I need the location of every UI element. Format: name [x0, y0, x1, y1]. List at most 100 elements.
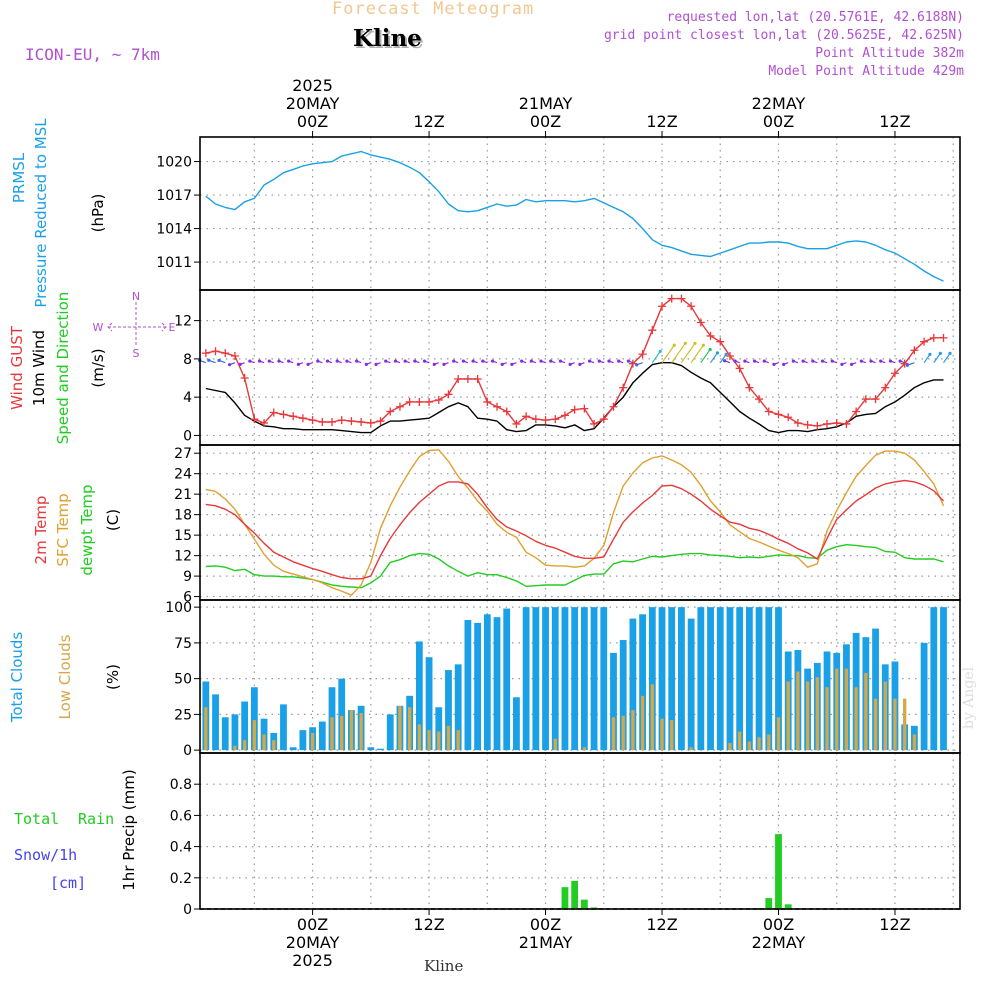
- wind-arrow-head: [658, 349, 662, 354]
- total-cloud-bar: [590, 607, 598, 751]
- wind-arrow-head: [617, 359, 621, 363]
- wind-arrow-head: [287, 359, 291, 363]
- ytick-label: 0.6: [170, 808, 192, 824]
- top-xtick-label: 12Z: [413, 112, 444, 131]
- bottom-xtick-label: 00Z: [297, 915, 328, 934]
- total-cloud-bar: [542, 607, 549, 751]
- wind-arrow-head: [257, 359, 262, 363]
- ytick-label: 9: [183, 569, 192, 585]
- ytick-label: 27: [174, 446, 192, 462]
- total-cloud-bar: [464, 620, 472, 751]
- wind-arrow-head: [374, 362, 378, 366]
- panels-layer: 1011 1014 1017 1020 0 4 8 12 6 9 12 15 18 21 24 27 0 25 50…: [8, 76, 961, 970]
- total-cloud-bar: [658, 607, 666, 751]
- precip-total-label: Total: [14, 810, 59, 828]
- gust-marker: [861, 395, 870, 404]
- wind-arrow-head: [393, 359, 398, 363]
- wind10m-line: [205, 362, 944, 434]
- wind-arrow-head: [905, 363, 909, 367]
- wind-arrow-head: [422, 359, 427, 363]
- low-cloud-bar: [854, 687, 858, 751]
- gust-marker: [813, 421, 822, 430]
- gust-marker: [512, 419, 521, 428]
- gust-marker: [716, 337, 725, 346]
- total-cloud-bar: [619, 640, 627, 751]
- pressure-grid: 1011 1014 1017 1020: [156, 137, 960, 290]
- wind-arrow-head: [227, 363, 232, 367]
- gust-marker: [444, 390, 453, 399]
- compass-s: S: [133, 347, 140, 360]
- gust-marker: [347, 417, 356, 426]
- wind-arrow-head: [442, 362, 446, 366]
- low-cloud-bar: [252, 720, 257, 751]
- gust-marker: [648, 326, 657, 335]
- gust-marker: [221, 349, 230, 358]
- wind-grid: 0 4 8 12: [174, 290, 960, 445]
- wind-arrow-head: [529, 359, 533, 363]
- compass-n: N: [132, 290, 140, 303]
- total-cloud-bar: [580, 607, 588, 751]
- pressure-label-1: PRMSL: [10, 152, 28, 203]
- ytick-label: 0: [183, 743, 192, 759]
- ytick-label: 15: [174, 528, 192, 544]
- gust-marker: [357, 418, 366, 427]
- pressure-line: [205, 150, 944, 282]
- low-cloud-bar: [893, 698, 897, 751]
- panel-bg-1: [200, 290, 960, 445]
- wind-arrow-head: [520, 359, 524, 363]
- total-cloud-bar: [668, 607, 676, 751]
- gust-marker: [560, 411, 569, 420]
- gust-marker: [522, 412, 531, 421]
- gridpoint-coords: grid point closest lon,lat (20.5625E, 42…: [603, 28, 964, 43]
- wind-arrow-head: [413, 359, 417, 363]
- gust-marker: [784, 413, 793, 422]
- gust-marker: [298, 414, 307, 423]
- gust-marker: [764, 407, 773, 416]
- dewpt-label: dewpt Temp: [78, 484, 96, 575]
- wind-arrow-head: [859, 359, 863, 363]
- low-cloud-bar: [912, 734, 917, 751]
- wind-direction-label: Speed and Direction: [54, 292, 72, 445]
- low-cloud-bar: [631, 710, 635, 751]
- wind-arrow-head: [403, 359, 407, 363]
- low-cloud-bar: [786, 681, 790, 751]
- rain-bar: [784, 904, 792, 909]
- total-cloud-bar: [454, 664, 462, 751]
- gust-marker: [823, 419, 832, 428]
- gust-marker: [386, 407, 395, 416]
- gust-marker: [260, 418, 269, 427]
- total-cloud-bar: [610, 652, 617, 751]
- model-label: ICON-EU, ~ 7km: [25, 45, 160, 64]
- gust-marker: [725, 352, 734, 361]
- low-cloud-bar: [660, 718, 664, 751]
- rain-bar: [775, 834, 782, 909]
- ytick-label: 12: [174, 549, 192, 565]
- gust-marker: [483, 397, 492, 406]
- gust-marker: [803, 420, 812, 429]
- wind-arrow-head: [782, 362, 786, 366]
- ytick-label: 0.4: [170, 840, 192, 856]
- wind-arrow-head: [801, 359, 805, 363]
- wind10m-label: 10m Wind: [30, 330, 48, 406]
- model-altitude: Model Point Altitude 429m: [768, 64, 964, 79]
- total-cloud-bar: [493, 617, 501, 751]
- wind-arrow-head: [683, 341, 687, 345]
- wind-arrow-head: [296, 362, 300, 366]
- wind-arrow-head: [635, 363, 639, 367]
- ytick-label: 24: [174, 467, 192, 483]
- total-cloud-bar: [532, 607, 540, 751]
- low-cloud-bar: [262, 734, 266, 751]
- panel-bg-0: [200, 137, 960, 290]
- low-cloud-bar: [805, 681, 810, 751]
- footer-location: Kline: [424, 957, 464, 975]
- total-cloud-bar: [338, 678, 346, 751]
- total-cloud-bar: [551, 607, 559, 751]
- ytick-label: 21: [174, 487, 192, 503]
- wind-arrow-head: [364, 362, 368, 366]
- wind-arrow-head: [724, 352, 728, 356]
- gust-marker: [366, 418, 375, 427]
- wind-arrow-head: [723, 359, 727, 363]
- low-cloud-bar: [747, 741, 752, 751]
- wind-arrow-head: [672, 343, 676, 347]
